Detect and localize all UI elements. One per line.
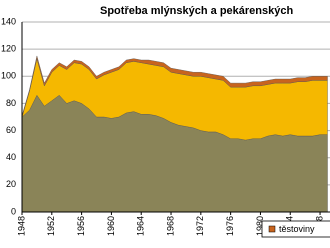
y-tick-label: 100 [1,71,16,81]
y-tick-label: 120 [1,44,16,54]
legend [261,220,330,238]
x-tick-label: 1976 [225,216,235,236]
y-tick-label: 20 [6,179,16,189]
y-tick-label: 80 [6,98,16,108]
x-tick-label: 1956 [76,216,86,236]
area [21,55,328,118]
x-tick-label: 1968 [165,216,175,236]
y-tick-label: 40 [6,152,16,162]
x-tick-label: 1952 [46,216,56,236]
y-tick-label: 140 [1,16,16,26]
x-tick-label: 1980 [255,216,265,236]
y-tick-label: 0 [11,206,16,216]
x-tick-label: 1948 [16,216,26,236]
y-tick-label: 60 [6,125,16,135]
x-tick-label: 1960 [106,216,116,236]
x-tick-label: 1972 [195,216,205,236]
chart-title: Spotřeba mlýnských a pekárenských [100,5,293,17]
x-tick-label: 1964 [136,216,146,236]
legend-swatch [268,225,276,233]
legend-label: těstoviny [279,224,315,234]
